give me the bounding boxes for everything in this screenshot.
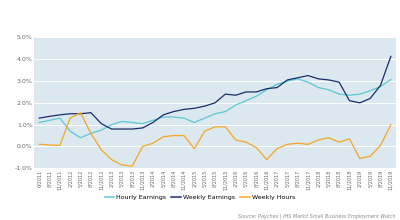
Text: Historical 12-Month Trend: Historical 12-Month Trend: [4, 12, 120, 21]
Text: Source: Paychex | IHS Markit Small Business Employment Watch: Source: Paychex | IHS Markit Small Busin…: [238, 213, 396, 219]
Legend: Hourly Earnings, Weekly Earnings, Weekly Hours: Hourly Earnings, Weekly Earnings, Weekly…: [102, 192, 298, 203]
